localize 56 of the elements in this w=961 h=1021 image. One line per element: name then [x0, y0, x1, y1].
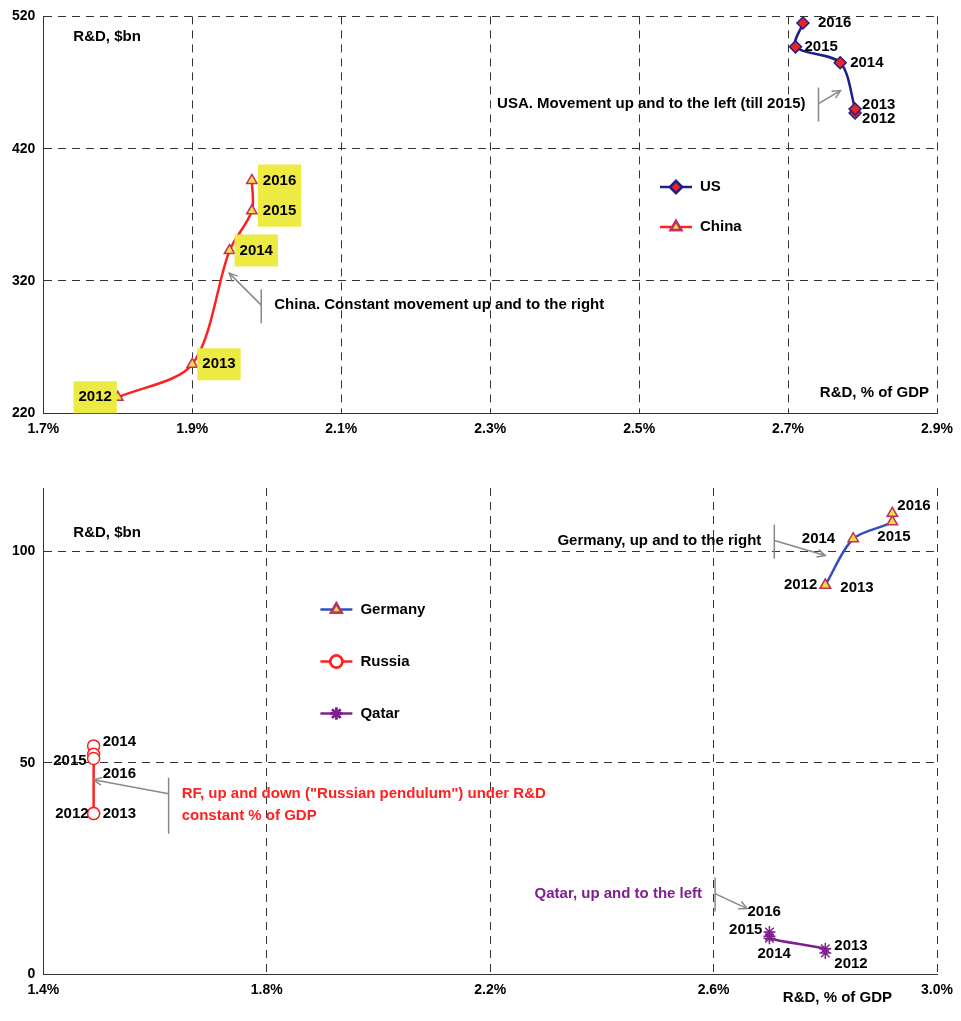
- annotation: 2012: [834, 954, 868, 972]
- annotation: Germany, up and to the right: [557, 530, 762, 548]
- annotation: 2012: [55, 803, 89, 821]
- x-tick-label: 2.3%: [474, 420, 507, 437]
- y-axis-title: R&D, $bn: [73, 26, 141, 44]
- y-tick-label: 520: [12, 7, 36, 24]
- annotation: USA. Movement up and to the left (till 2015): [497, 93, 806, 111]
- x-tick-label: 3.0%: [921, 981, 954, 998]
- annotation: Qatar, up and to the left: [534, 883, 703, 901]
- annotation: 2014: [757, 944, 792, 962]
- y-tick-label: 0: [27, 965, 36, 982]
- annotation: 2016: [897, 495, 931, 513]
- annotation: 2012: [783, 575, 818, 593]
- annotation: 2013: [840, 578, 874, 596]
- x-tick-label: 1.7%: [27, 420, 60, 437]
- y-tick-label: 320: [12, 271, 36, 288]
- legend-label: Germany: [360, 599, 427, 617]
- annotation: 2013: [834, 935, 868, 953]
- annotation: 2016: [262, 170, 297, 188]
- x-tick-label: 2.7%: [772, 420, 805, 437]
- annotation: 2013: [202, 354, 236, 372]
- annotation: 2012: [78, 387, 112, 405]
- x-tick-label: 2.1%: [325, 420, 358, 437]
- y-tick-label: 100: [12, 542, 36, 559]
- annotation: 2015: [729, 920, 763, 938]
- annotation: 2016: [102, 763, 136, 781]
- legend-label: US: [699, 177, 721, 195]
- annotation: China. Constant movement up and to the right: [274, 295, 605, 313]
- y-tick-label: 50: [19, 753, 36, 770]
- annotation: 2015: [262, 200, 297, 218]
- annotation: 2015: [53, 751, 87, 769]
- annotation: 2013: [102, 803, 136, 821]
- annotation: 2015: [804, 36, 838, 54]
- legend-label: China: [699, 217, 743, 235]
- annotation: RF, up and down ("Russian pendulum") under R&D constant % of GDP: [181, 783, 546, 823]
- x-tick-label: 2.2%: [474, 981, 507, 998]
- x-tick-label: 2.6%: [697, 981, 731, 998]
- y-axis-title: R&D, $bn: [73, 523, 141, 541]
- annotation: 2014: [102, 732, 137, 750]
- x-tick-label: 2.5%: [623, 420, 656, 437]
- annotation: 2016: [747, 902, 781, 920]
- x-tick-label: 1.9%: [176, 420, 209, 437]
- x-tick-label: 1.8%: [250, 981, 284, 998]
- annotation: 2014: [239, 240, 274, 258]
- legend-label: Russia: [360, 651, 411, 669]
- annotation: 2014: [850, 52, 885, 70]
- x-tick-label: 1.4%: [27, 981, 60, 998]
- annotation: 2015: [877, 526, 911, 544]
- x-tick-label: 2.9%: [921, 420, 954, 437]
- x-axis-title: R&D, % of GDP: [782, 988, 892, 1006]
- x-axis-title: R&D, % of GDP: [819, 383, 929, 401]
- annotation: 2016: [817, 13, 852, 31]
- annotation: 2014: [801, 528, 836, 546]
- y-tick-label: 420: [12, 139, 36, 156]
- y-tick-label: 220: [12, 404, 36, 421]
- legend-label: Qatar: [360, 703, 400, 721]
